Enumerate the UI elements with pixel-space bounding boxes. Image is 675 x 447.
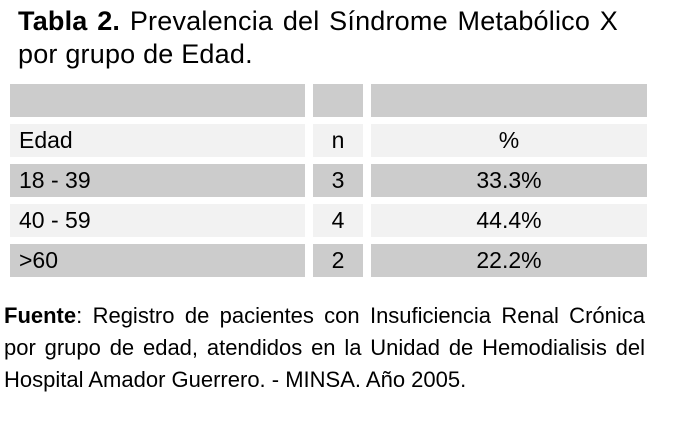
cell-edad: 40 - 59	[10, 204, 305, 237]
table-row: 40 - 59 4 44.4%	[10, 204, 647, 237]
header-cell-edad: Edad	[10, 124, 305, 157]
table-caption-text: Prevalencia del Síndrome Metabólico X po…	[18, 6, 618, 69]
cell-n: 3	[313, 164, 363, 197]
prevalence-table: Edad n % 18 - 39 3 33.3% 40 - 59 4 44.4%…	[10, 84, 647, 284]
cell-edad: 18 - 39	[10, 164, 305, 197]
table-row: 18 - 39 3 33.3%	[10, 164, 647, 197]
table-header-row: Edad n %	[10, 124, 647, 157]
table-caption: Tabla 2. Prevalencia del Síndrome Metabó…	[18, 5, 618, 71]
header-cell-n: n	[313, 124, 363, 157]
spacer-cell-pct	[371, 84, 647, 117]
source-note: Fuente: Registro de pacientes con Insufi…	[4, 300, 645, 396]
cell-pct: 22.2%	[371, 244, 647, 277]
cell-pct: 33.3%	[371, 164, 647, 197]
table-caption-number: Tabla 2.	[18, 6, 121, 36]
cell-n: 2	[313, 244, 363, 277]
cell-edad: >60	[10, 244, 305, 277]
table-spacer-row	[10, 84, 647, 117]
spacer-cell-n	[313, 84, 363, 117]
source-note-text: : Registro de pacientes con Insuficienci…	[4, 303, 645, 392]
spacer-cell-edad	[10, 84, 305, 117]
source-note-label: Fuente	[4, 303, 77, 328]
cell-pct: 44.4%	[371, 204, 647, 237]
header-cell-pct: %	[371, 124, 647, 157]
cell-n: 4	[313, 204, 363, 237]
table-row: >60 2 22.2%	[10, 244, 647, 277]
